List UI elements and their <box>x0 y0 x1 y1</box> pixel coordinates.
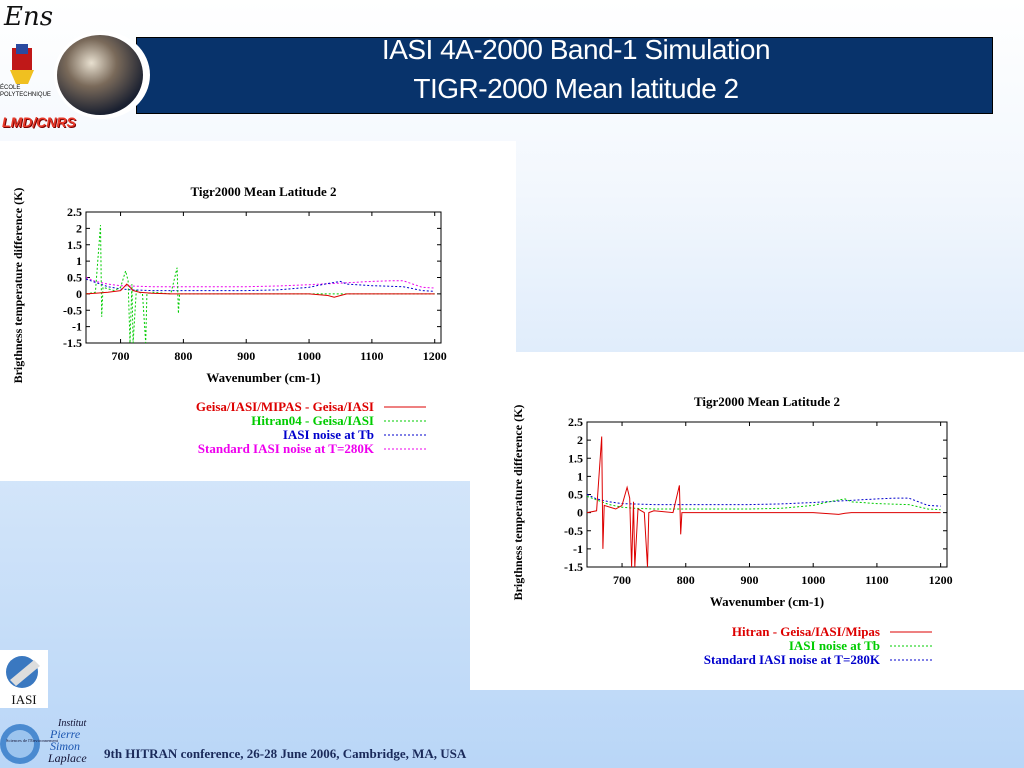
x-tick-label: 1100 <box>865 573 888 587</box>
series-line-2 <box>587 495 941 511</box>
x-axis-label: Wavenumber (cm-1) <box>206 370 320 385</box>
y-tick-label: 1 <box>577 469 583 483</box>
chart-1: Tigr2000 Mean Latitude 2 2.5 2 1.5 1 0.5 0 -0.5… <box>11 184 447 456</box>
y-tick-label: 0 <box>76 287 82 301</box>
x-axis-label: Wavenumber (cm-1) <box>710 594 824 609</box>
x-tick-label: 1000 <box>801 573 825 587</box>
legend-label-3: IASI noise at Tb <box>283 427 374 442</box>
legend-label-2: Hitran04 - Geisa/IASI <box>251 413 374 428</box>
plot-frame <box>586 421 948 568</box>
y-tick-label: -0.5 <box>63 303 82 317</box>
x-tick-label: 700 <box>613 573 631 587</box>
y-tick-label: 1 <box>76 254 82 268</box>
series-line-1 <box>86 283 435 298</box>
legend-label-2: IASI noise at Tb <box>789 638 880 653</box>
x-tick-label: 800 <box>174 349 192 363</box>
series-line-3 <box>587 494 941 507</box>
chart-2: Tigr2000 Mean Latitude 2 2.5 2 1.5 1 0.5 0 -0.5… <box>511 394 953 667</box>
polytechnique-label: ÉCOLE POLYTECHNIQUE <box>0 85 51 98</box>
polytechnique-logo-icon <box>10 44 34 84</box>
chart-panel-1: Tigr2000 Mean Latitude 2 2.5 2 1.5 1 0.5 0 -0.5… <box>0 141 516 481</box>
x-tick-label: 1200 <box>423 349 447 363</box>
series-line-2 <box>86 225 435 343</box>
iasi-logo-icon: IASI <box>0 650 48 708</box>
x-tick-label: 700 <box>112 349 130 363</box>
globe-logo-icon <box>54 31 150 119</box>
y-tick-label: 2.5 <box>67 205 82 219</box>
slide-title-line-1: IASI 4A-2000 Band-1 Simulation <box>381 34 771 65</box>
ens-logo: Ens <box>4 2 54 32</box>
ipsl-laplace-label: Laplace <box>47 751 87 765</box>
y-tick-label: 0.5 <box>67 271 82 285</box>
y-tick-label: 1.5 <box>67 238 82 252</box>
ipsl-sciences-label: Sciences de l'Environnement <box>6 738 59 743</box>
header-bar <box>136 37 993 114</box>
chart-title: Tigr2000 Mean Latitude 2 <box>190 184 336 199</box>
y-tick-label: 2 <box>76 221 82 235</box>
ipsl-logo-icon: Sciences de l'Environnement Institut Pie… <box>0 718 87 765</box>
y-tick-label: 1.5 <box>568 451 583 465</box>
x-tick-label: 800 <box>677 573 695 587</box>
x-tick-label: 900 <box>237 349 255 363</box>
y-axis-label: Brigthness temperature difference (K) <box>511 405 525 601</box>
legend-label-4: Standard IASI noise at T=280K <box>198 441 375 456</box>
series-line-4 <box>86 277 435 289</box>
y-tick-label: -1.5 <box>564 560 583 574</box>
footer-conference-text: 9th HITRAN conference, 26-28 June 2006, … <box>104 746 467 761</box>
ipsl-simon-label: Simon <box>50 739 80 753</box>
x-tick-label: 1000 <box>297 349 321 363</box>
series-line-3 <box>86 278 435 292</box>
legend-label-1: Geisa/IASI/MIPAS - Geisa/IASI <box>196 399 374 414</box>
x-tick-label: 1200 <box>929 573 953 587</box>
x-tick-label: 1100 <box>360 349 383 363</box>
y-tick-label: 0 <box>577 506 583 520</box>
lmd-cnrs-logo: LMD/CNRS <box>2 114 76 130</box>
y-tick-label: -0.5 <box>564 524 583 538</box>
y-tick-label: -1.5 <box>63 336 82 350</box>
legend-label-1: Hitran - Geisa/IASI/Mipas <box>732 624 880 639</box>
y-tick-label: 2 <box>577 433 583 447</box>
legend-label-3: Standard IASI noise at T=280K <box>704 652 881 667</box>
series-line-1 <box>587 436 941 567</box>
y-axis-label: Brigthness temperature difference (K) <box>11 188 25 384</box>
y-tick-label: -1 <box>72 320 82 334</box>
chart-panel-2: Tigr2000 Mean Latitude 2 2.5 2 1.5 1 0.5 0 -0.5… <box>470 352 1024 690</box>
plot-frame <box>85 211 442 344</box>
iasi-logo-label: IASI <box>11 692 36 707</box>
y-tick-label: 2.5 <box>568 415 583 429</box>
slide-title-line-2: TIGR-2000 Mean latitude 2 <box>413 73 739 104</box>
ipsl-institut-label: Institut <box>57 718 87 729</box>
chart-title: Tigr2000 Mean Latitude 2 <box>694 394 840 409</box>
x-tick-label: 900 <box>740 573 758 587</box>
y-tick-label: -1 <box>573 542 583 556</box>
y-tick-label: 0.5 <box>568 488 583 502</box>
ipsl-pierre-label: Pierre <box>49 727 81 741</box>
